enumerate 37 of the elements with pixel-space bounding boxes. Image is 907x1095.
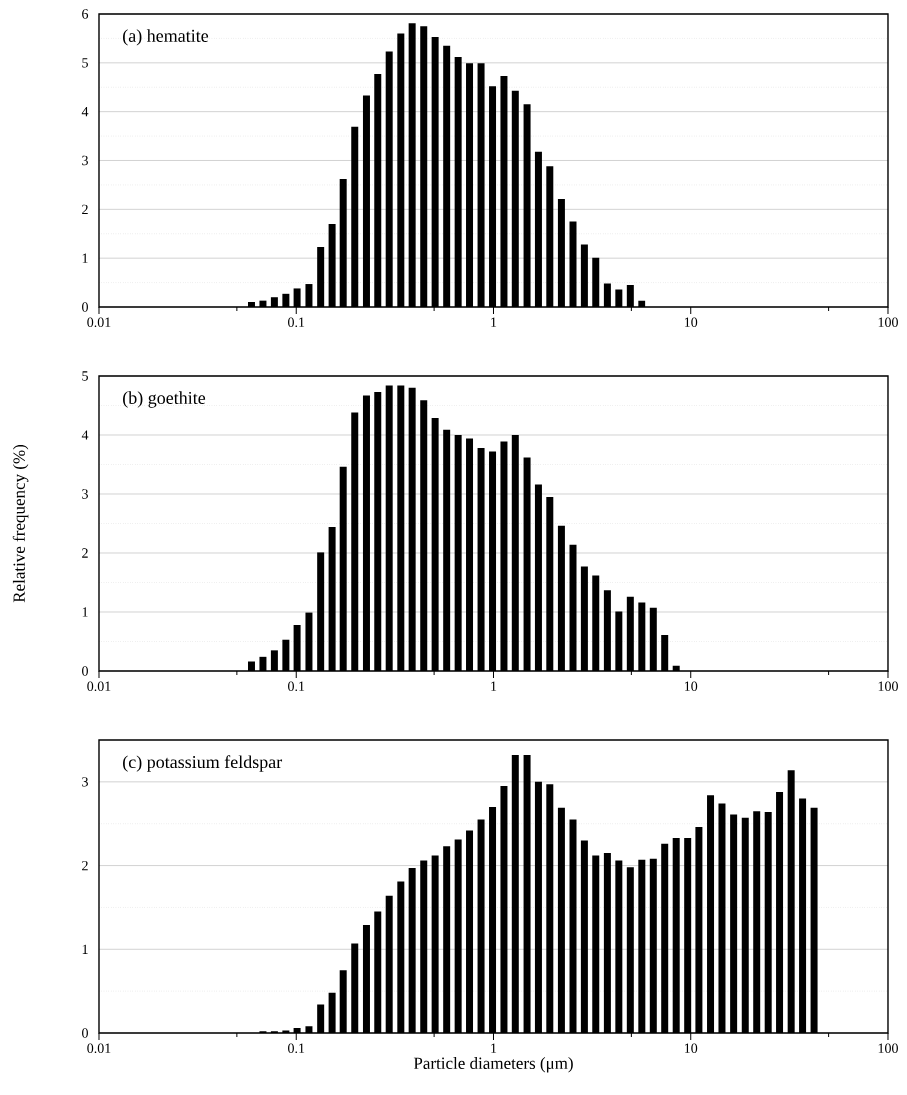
x-tick-label: 1: [491, 681, 497, 691]
y-tick-label: 1: [82, 253, 88, 263]
y-tick-label: 3: [82, 155, 88, 166]
y-tick-label: 6: [82, 9, 89, 19]
x-tick-label: 1: [491, 317, 497, 327]
x-tick-label: 0.01: [87, 1043, 111, 1054]
y-tick-label: 3: [82, 777, 88, 787]
x-tick-label: 1: [491, 1043, 497, 1053]
y-tick-label: 5: [82, 371, 88, 381]
y-tick-label: 0: [82, 1028, 88, 1038]
y-tick-label: 0: [82, 302, 88, 312]
text: (c) potassium feldspar: [123, 755, 283, 772]
x-tick-label: 10: [684, 317, 698, 327]
y-tick-label: 2: [82, 548, 88, 558]
y-tick-label: 1: [82, 944, 88, 954]
y-axis-title: Relative frequency (%): [12, 444, 29, 603]
x-tick-label: 0.1: [288, 317, 305, 328]
x-tick-label: 0.01: [87, 317, 111, 328]
x-tick-label: 100: [878, 317, 898, 327]
y-tick-label: 1: [82, 607, 88, 617]
x-axis-title: Particle diameters (μm): [413, 1057, 573, 1073]
y-tick-label: 4: [81, 107, 89, 117]
x-tick-label: 100: [878, 681, 898, 691]
x-tick-label: 10: [684, 681, 698, 691]
x-tick-label: 0.1: [288, 1043, 305, 1054]
x-tick-label: 100: [878, 1043, 898, 1053]
x-tick-label: 0.01: [87, 681, 111, 692]
x-tick-label: 0.1: [288, 681, 305, 692]
y-tick-label: 4: [81, 430, 89, 440]
text: (b) goethite: [123, 391, 206, 408]
x-tick-label: 10: [684, 1043, 698, 1053]
y-tick-label: 2: [82, 860, 88, 871]
y-tick-label: 3: [82, 489, 88, 499]
text: (a) hematite: [123, 29, 209, 46]
y-tick-label: 5: [82, 58, 88, 68]
y-tick-label: 0: [82, 666, 88, 676]
y-tick-label: 2: [82, 204, 88, 214]
